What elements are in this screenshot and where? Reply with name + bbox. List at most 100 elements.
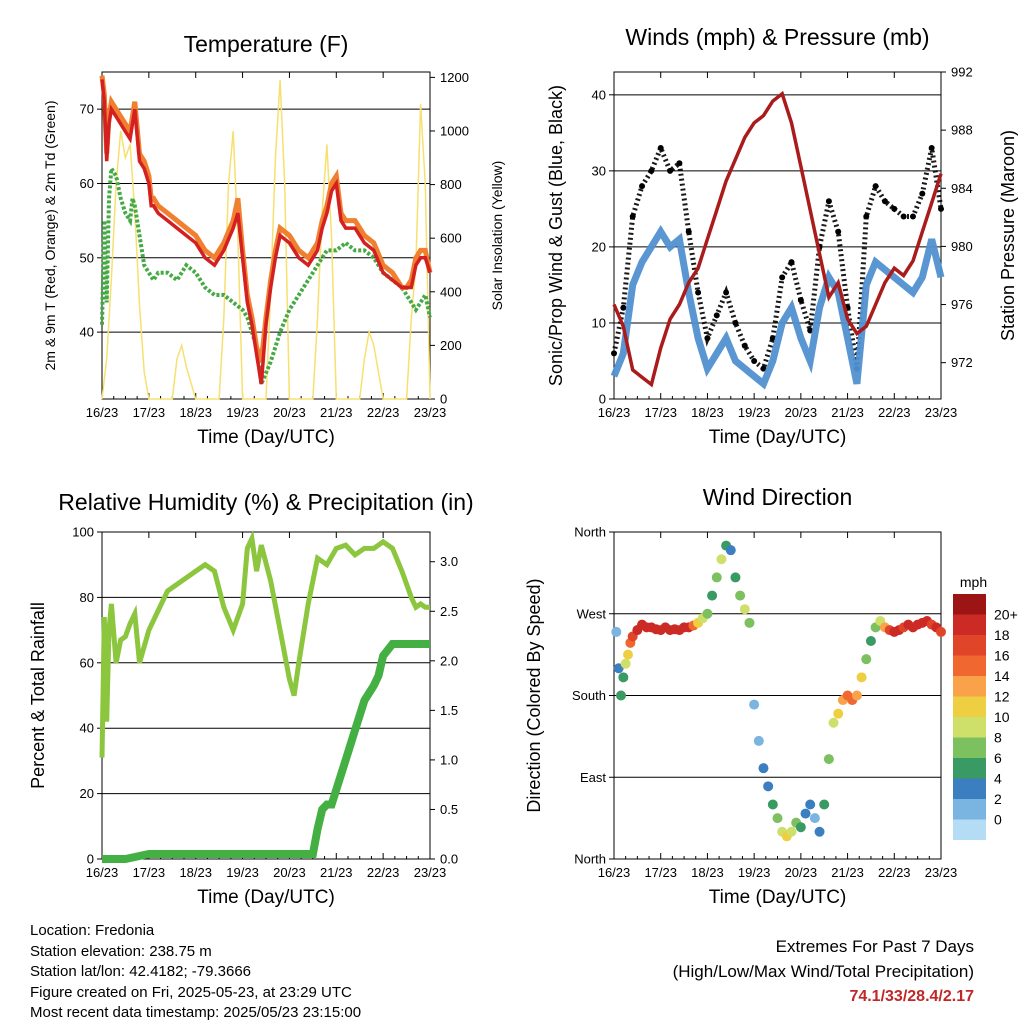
series-wind <box>610 225 945 390</box>
direction-point <box>814 826 825 837</box>
x-tick-label: 22/23 <box>878 405 911 420</box>
y-tick-label: 20 <box>592 239 606 254</box>
x-tick-label: 19/23 <box>226 405 259 420</box>
x-tick-label: 18/23 <box>691 405 724 420</box>
extremes-subtitle: (High/Low/Max Wind/Total Precipitation) <box>672 962 974 981</box>
series-precipitation <box>102 640 430 863</box>
x-axis-label: Time (Day/UTC) <box>709 427 847 448</box>
y-tick-label: 50 <box>80 250 94 265</box>
y2-tick-label: 992 <box>951 65 973 80</box>
y-tick-label: West <box>577 606 607 621</box>
x-tick-label: 20/23 <box>273 405 306 420</box>
direction-point <box>716 554 727 565</box>
direction-point <box>936 626 946 637</box>
y2-tick-label: 1.0 <box>440 752 458 767</box>
x-tick-label: 16/23 <box>598 865 631 880</box>
direction-point <box>795 822 806 833</box>
x-tick-label: 17/23 <box>644 865 677 880</box>
y-tick-label: 40 <box>592 87 606 102</box>
recent-timestamp: Most recent data timestamp: 2025/05/23 2… <box>30 1004 362 1021</box>
y2-tick-label: 0 <box>440 392 447 407</box>
legend-label: 10 <box>994 709 1010 725</box>
y-tick-label: 0 <box>87 852 94 867</box>
x-tick-label: 16/23 <box>598 405 631 420</box>
direction-point <box>611 626 622 637</box>
x-tick-label: 16/23 <box>86 865 119 880</box>
humidity-chart: 16/23 17/23 18/23 19/23 20/23 21/23 22/23 23/23… <box>28 489 474 908</box>
speed-legend: mph 20+ 18 16 14 12 10 8 6 4 2 0 <box>953 574 1018 840</box>
chart-title: Relative Humidity (%) & Precipitation (i… <box>58 489 473 515</box>
temperature-chart: 16/23 17/23 18/23 19/23 20/23 21/23 22/23 23/23… <box>42 31 505 448</box>
direction-point <box>753 735 764 746</box>
y2-tick-label: 984 <box>951 181 973 196</box>
legend-label: 12 <box>994 688 1010 704</box>
x-tick-label: 21/23 <box>320 865 353 880</box>
y2-tick-label: 600 <box>440 231 462 246</box>
y-tick-label: 70 <box>80 102 94 117</box>
y-tick-label: 100 <box>72 525 94 540</box>
x-tick-label: 17/23 <box>644 405 677 420</box>
y-tick-label: 40 <box>80 721 94 736</box>
y2-tick-label: 1.5 <box>440 703 458 718</box>
direction-point <box>786 826 797 837</box>
y-tick-label: 40 <box>80 325 94 340</box>
y2-tick-label: 2.5 <box>440 604 458 619</box>
direction-point <box>772 813 783 824</box>
direction-point <box>735 590 746 601</box>
direction-point <box>805 799 816 810</box>
y-tick-label: 10 <box>592 315 606 330</box>
y-tick-label: 20 <box>80 786 94 801</box>
direction-point <box>618 672 629 683</box>
direction-point <box>763 781 774 792</box>
direction-point <box>616 690 627 701</box>
legend-label: 18 <box>994 627 1010 643</box>
direction-point <box>744 617 755 628</box>
legend-swatch <box>953 696 986 717</box>
legend-label: 0 <box>994 811 1002 827</box>
direction-point <box>730 572 741 583</box>
x-axis-label: Time (Day/UTC) <box>197 427 335 448</box>
y-axis-label: Sonic/Prop Wind & Gust (Blue, Black) <box>546 85 566 386</box>
x-tick-label: 20/23 <box>273 865 306 880</box>
legend-title: mph <box>960 574 987 590</box>
direction-point <box>851 690 862 701</box>
y2-tick-label: 0.0 <box>440 852 458 867</box>
x-tick-label: 22/23 <box>367 405 400 420</box>
y-tick-label: 30 <box>592 163 606 178</box>
x-tick-label: 23/23 <box>925 405 958 420</box>
x-tick-label: 18/23 <box>179 865 212 880</box>
y-tick-label: 80 <box>80 590 94 605</box>
direction-point <box>749 699 760 710</box>
legend-swatch <box>953 758 986 779</box>
x-axis-label: Time (Day/UTC) <box>197 887 335 908</box>
direction-point <box>702 608 713 619</box>
y2-tick-label: 800 <box>440 177 462 192</box>
y-tick-label: 60 <box>80 655 94 670</box>
x-tick-label: 23/23 <box>414 405 447 420</box>
direction-point <box>767 799 778 810</box>
y2-axis-label: Solar Insolation (Yellow) <box>489 161 505 311</box>
direction-point <box>856 672 867 683</box>
direction-point <box>823 754 834 765</box>
x-tick-label: 17/23 <box>133 865 166 880</box>
legend-swatch <box>953 635 986 656</box>
x-axis-label: Time (Day/UTC) <box>709 887 847 908</box>
x-tick-label: 20/23 <box>785 405 818 420</box>
y-axis-label: Direction (Colored By Speed) <box>524 578 544 812</box>
chart-title: Wind Direction <box>703 484 853 510</box>
winds-chart: 16/23 17/23 18/23 19/23 20/23 21/23 22/23 23/23… <box>546 24 1018 448</box>
direction-point <box>707 590 718 601</box>
legend-swatch <box>953 655 986 676</box>
series-temp-2m <box>100 79 432 385</box>
chart-title: Winds (mph) & Pressure (mb) <box>625 24 929 50</box>
legend-swatch <box>953 819 986 840</box>
figure-created: Figure created on Fri, 2025-05-23, at 23… <box>30 983 352 1001</box>
chart-title: Temperature (F) <box>184 31 349 57</box>
legend-label: 16 <box>994 647 1010 663</box>
y2-tick-label: 400 <box>440 284 462 299</box>
y-axis-label: 2m & 9m T (Red, Orange) & 2m Td (Green) <box>42 101 58 371</box>
x-tick-label: 22/23 <box>367 865 400 880</box>
x-tick-label: 19/23 <box>226 865 259 880</box>
plot-frame <box>101 531 431 860</box>
x-tick-label: 18/23 <box>179 405 212 420</box>
